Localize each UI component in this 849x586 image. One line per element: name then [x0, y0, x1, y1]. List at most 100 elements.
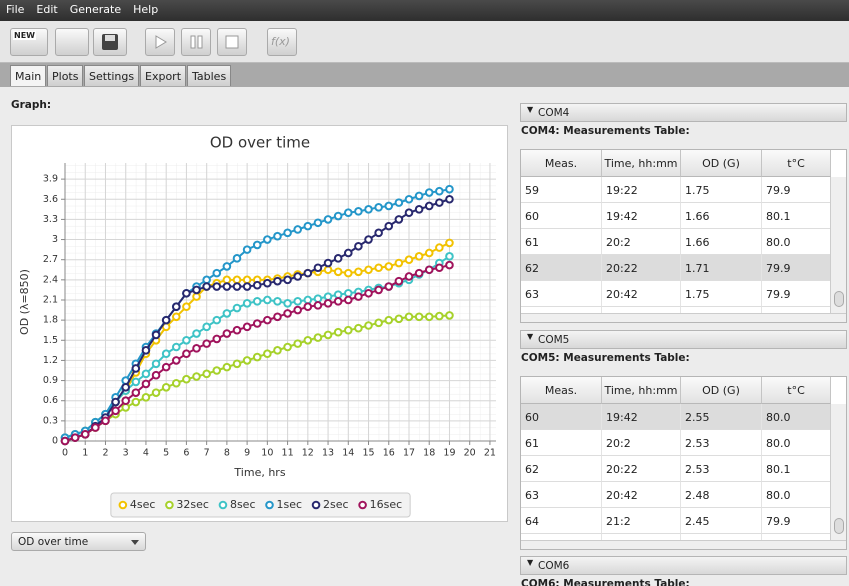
data-point	[242, 356, 252, 365]
data-point	[242, 282, 252, 291]
menu-item[interactable]: Help	[133, 3, 159, 16]
column-header[interactable]: Time, hh:mm	[602, 377, 681, 404]
x-tick-label: 3	[123, 448, 129, 459]
collapse-arrow: ▼	[527, 332, 534, 341]
y-tick-label: 3.9	[43, 174, 58, 185]
open-button[interactable]	[55, 28, 89, 56]
plot-selector[interactable]: OD over time	[11, 532, 146, 551]
data-point	[333, 290, 343, 299]
data-point	[161, 382, 171, 392]
data-point	[293, 297, 302, 306]
data-point	[182, 288, 191, 298]
tab[interactable]: Tables	[187, 65, 232, 86]
data-point	[394, 314, 404, 324]
data-point	[171, 356, 181, 365]
stop-button[interactable]	[217, 28, 247, 56]
column-header[interactable]: Meas.	[521, 150, 602, 177]
data-point	[232, 275, 242, 285]
table-cell: 19:42	[602, 404, 681, 430]
new-label: NEW	[13, 31, 36, 40]
table-cell: 80.0	[762, 430, 831, 456]
data-point	[232, 359, 242, 369]
column-header[interactable]: t°C	[762, 377, 831, 404]
data-point	[171, 342, 181, 352]
column-header[interactable]: OD (G)	[681, 377, 762, 404]
menu-item[interactable]: Generate	[69, 3, 122, 16]
data-point	[121, 382, 131, 392]
y-tick-label: 3.6	[43, 194, 58, 205]
save-button[interactable]	[93, 28, 127, 56]
dropdown-arrow	[131, 540, 139, 545]
data-point	[343, 325, 353, 335]
table-cell: 1.71	[681, 255, 762, 281]
y-tick-label: 2.7	[43, 254, 58, 265]
plot-selector-label: OD over time	[18, 536, 89, 548]
column-header[interactable]: Meas.	[521, 377, 602, 404]
data-point	[192, 285, 201, 295]
data-point	[313, 218, 323, 228]
scroll-thumb	[834, 291, 844, 307]
column-header[interactable]: OD (G)	[681, 150, 762, 177]
new-button[interactable]: NEW	[10, 28, 48, 56]
panel-header[interactable]: ▼ COM6	[520, 556, 847, 575]
x-tick-label: 14	[342, 448, 354, 459]
data-point	[212, 334, 222, 344]
data-point	[435, 198, 444, 207]
data-point	[354, 323, 363, 333]
y-tick-label: 1.5	[43, 335, 58, 346]
data-point	[404, 272, 414, 281]
data-point	[202, 339, 211, 348]
legend: 4sec 32sec 8sec 1sec 2sec 16sec	[110, 492, 411, 518]
data-point	[394, 276, 404, 286]
x-tick-label: 6	[183, 448, 189, 459]
data-point	[424, 188, 434, 197]
data-point	[354, 207, 363, 216]
data-point	[323, 258, 333, 268]
data-point	[414, 252, 424, 261]
column-header[interactable]: t°C	[762, 150, 831, 177]
data-point	[273, 297, 282, 306]
data-point	[323, 265, 333, 275]
horizontal-scrollbar[interactable]	[521, 540, 846, 549]
column-header[interactable]: Time, hh:mm	[602, 150, 681, 177]
menu-item[interactable]: Edit	[36, 3, 58, 16]
tab[interactable]: Settings	[84, 65, 140, 86]
function-button[interactable]: f(x)	[267, 28, 297, 56]
tab[interactable]: Plots	[47, 65, 84, 86]
data-point	[252, 297, 262, 306]
data-point	[222, 262, 232, 271]
table-panel: ▼ COM5 COM5: Measurements Table: Meas. Time,…	[520, 330, 847, 586]
x-tick-label: 11	[282, 448, 294, 459]
data-point	[374, 285, 383, 295]
data-point	[394, 198, 404, 207]
vertical-scrollbar[interactable]	[830, 404, 846, 540]
panel-header[interactable]: ▼ COM5	[520, 330, 847, 349]
data-point	[364, 321, 373, 330]
collapse-arrow: ▼	[527, 558, 534, 567]
tab[interactable]: Main	[10, 65, 47, 86]
tab[interactable]: Export	[140, 65, 187, 86]
y-tick-label: 2.1	[43, 294, 58, 305]
data-point	[242, 245, 252, 254]
data-point	[384, 221, 394, 231]
data-point	[374, 263, 383, 273]
pause-button[interactable]	[181, 28, 211, 56]
table-cell: 2.53	[681, 430, 762, 456]
legend-label: 8sec	[230, 498, 256, 511]
vertical-scrollbar[interactable]	[830, 177, 846, 313]
x-axis-label: Time, hrs	[233, 466, 285, 479]
scroll-thumb	[834, 518, 844, 534]
data-point	[111, 397, 120, 407]
table-cell: 63	[521, 281, 602, 307]
data-point	[333, 211, 343, 221]
menu-item[interactable]: File	[6, 3, 25, 16]
y-tick-label: 3.3	[43, 214, 58, 225]
horizontal-scrollbar[interactable]	[521, 313, 846, 322]
data-point	[414, 312, 424, 322]
table-cell: 19:22	[602, 177, 681, 203]
panel-header[interactable]: ▼ COM4	[520, 103, 847, 122]
data-point	[131, 388, 141, 397]
play-button[interactable]	[145, 28, 175, 56]
table-cell: 80.0	[762, 229, 831, 255]
